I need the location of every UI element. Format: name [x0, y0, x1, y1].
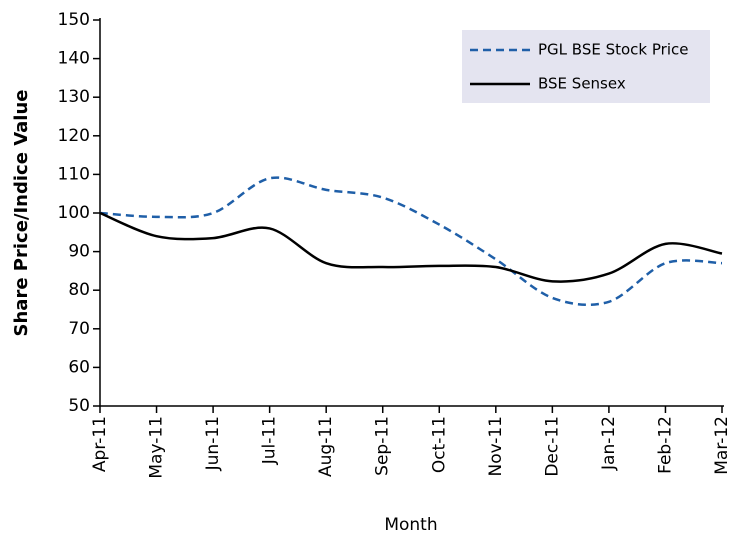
y-tick-label: 110	[58, 164, 90, 184]
x-tick-label: Mar-12	[712, 416, 732, 475]
x-tick-label: Jul-11	[260, 416, 280, 465]
y-axis-label: Share Price/Indice Value	[11, 90, 32, 337]
x-axis-label: Month	[384, 515, 437, 535]
x-tick-label: Dec-11	[542, 416, 562, 477]
y-tick-label: 130	[58, 87, 90, 107]
y-tick-label: 90	[68, 242, 90, 262]
y-tick-label: 150	[58, 10, 90, 30]
x-tick-label: Feb-12	[655, 416, 675, 474]
x-tick-label: Nov-11	[486, 416, 506, 477]
y-tick-label: 60	[68, 357, 90, 377]
legend-label: BSE Sensex	[538, 75, 626, 93]
legend-box	[462, 30, 710, 103]
legend: PGL BSE Stock Price BSE Sensex	[462, 30, 710, 103]
y-tick-label: 100	[58, 203, 90, 223]
series-line	[99, 211, 723, 283]
x-tick-label: May-11	[147, 416, 167, 479]
x-tick-label: Oct-11	[429, 416, 449, 473]
y-tick-label: 50	[68, 396, 90, 416]
y-tick-label: 140	[58, 49, 90, 69]
legend-label: PGL BSE Stock Price	[538, 41, 688, 59]
x-tick-label: Jun-11	[203, 416, 223, 471]
x-tick-label: Aug-11	[316, 416, 336, 477]
x-tick-label: Jan-12	[599, 416, 619, 471]
y-tick-label: 80	[68, 280, 90, 300]
x-tick-label: Apr-11	[90, 416, 110, 472]
y-tick-label: 120	[58, 126, 90, 146]
y-tick-label: 70	[68, 319, 90, 339]
series-line	[99, 176, 723, 307]
x-tick-label: Sep-11	[373, 416, 393, 476]
